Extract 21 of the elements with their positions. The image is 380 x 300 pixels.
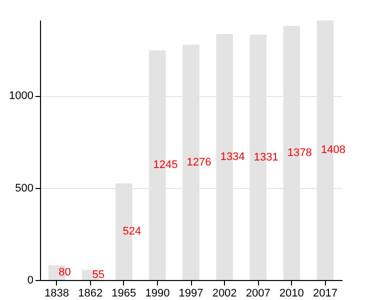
x-tick-label: 2010 — [279, 288, 304, 300]
x-tick-label: 2002 — [212, 288, 237, 300]
x-tick-label: 1997 — [178, 288, 204, 300]
data-label: 1334 — [220, 151, 245, 164]
y-tick-label: 0 — [27, 274, 34, 286]
data-label: 1408 — [320, 144, 346, 156]
data-label: 55 — [92, 268, 104, 281]
x-tick-label: 1838 — [44, 288, 70, 300]
data-label: 80 — [58, 266, 71, 279]
data-label: 1331 — [254, 151, 278, 164]
data-label: 1245 — [153, 159, 178, 172]
data-label: 524 — [122, 226, 142, 238]
x-tick-label: 2017 — [312, 288, 338, 300]
x-tick-label: 2007 — [246, 288, 270, 300]
y-tick-label: 500 — [15, 182, 34, 194]
x-tick-label: 1862 — [78, 288, 103, 300]
data-label: 1378 — [287, 146, 312, 159]
data-label: 1276 — [186, 156, 212, 168]
x-tick-label: 1990 — [145, 288, 170, 300]
x-tick-label: 1965 — [112, 288, 136, 300]
y-tick-label: 1000 — [9, 90, 34, 102]
